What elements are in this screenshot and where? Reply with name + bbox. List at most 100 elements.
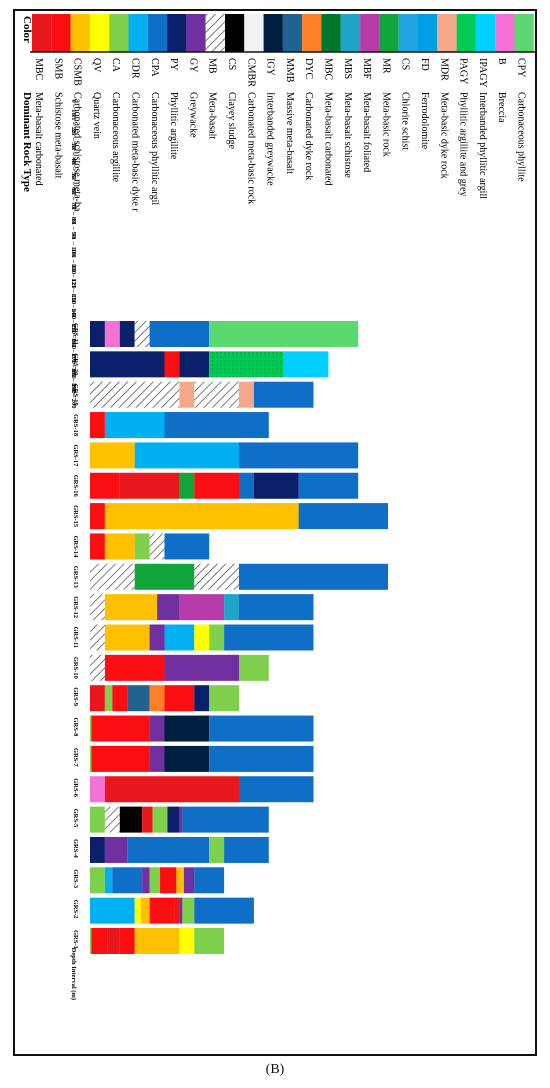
legend-code: IPAGY [477, 58, 488, 88]
bar-segment-py [253, 472, 299, 499]
bar-segment-csmb [134, 928, 180, 954]
legend-name: Meta-basic dyke rock [438, 92, 449, 179]
bar-segment-cpa [298, 472, 359, 499]
bar-segment-cpa [164, 412, 269, 439]
bar-segment-pagy [209, 351, 284, 378]
x-axis-label: Depth Interval (m) [70, 948, 77, 1000]
bar-segment-mdr [179, 381, 195, 408]
legend-code: CPA [149, 58, 160, 77]
bar-segment-py [119, 321, 135, 347]
bar-segment-mbc [174, 897, 180, 924]
legend-code: GY [187, 58, 198, 72]
depth-tick-label: 11 – 20 [70, 114, 77, 133]
bar-segment-mb [104, 806, 120, 833]
bar-segment-cpa [149, 321, 210, 347]
borehole-label: GRS-6 [72, 778, 79, 798]
legend-swatch [205, 14, 225, 52]
legend-code: CMBR [245, 58, 256, 87]
bar-segment-mb [194, 381, 239, 408]
bar-segment-qv [179, 928, 195, 954]
bar-segment-gy [149, 715, 165, 742]
bar-segment-mb [134, 321, 150, 347]
bar-segment-ca [90, 715, 92, 742]
bar-segment-igy [164, 745, 210, 772]
legend-code: CPY [516, 58, 527, 77]
legend-name: Meta-basic rock [380, 92, 391, 157]
bar-segment-cpa [127, 836, 210, 863]
legend-swatch [109, 14, 129, 52]
bar-segment-mr [134, 563, 195, 590]
bar-segment-mb [90, 381, 180, 408]
bar-segment-csmb [104, 594, 158, 621]
legend-code: MR [380, 58, 391, 74]
legend-name: Carbonaceous phyllite [516, 92, 527, 182]
borehole-label: GRS-12 [72, 596, 79, 618]
bar-segment-csmb [104, 624, 150, 651]
legend-name: Phyllitic argillite [168, 92, 179, 160]
legend-swatch [263, 14, 283, 52]
depth-tick-label: 121 – 130 [70, 278, 77, 304]
legend-header-type: Dominant Rock Type [21, 92, 33, 192]
bar-segment-ca [104, 685, 113, 712]
legend-code: CSMB [72, 58, 83, 86]
bar-segment-cpa [239, 442, 359, 469]
legend-name: Clayey sludge [226, 92, 237, 149]
legend-name: Meta-basalt schistose [342, 92, 353, 178]
bar-segment-gy [164, 654, 239, 681]
bar-segment-py [194, 685, 210, 712]
legend-swatch [495, 14, 515, 52]
bar-segment-smb [90, 472, 120, 499]
legend-code: MBC [33, 58, 44, 81]
bar-segment-cpa [209, 715, 314, 742]
legend-code: MDR [438, 58, 449, 81]
borehole-label: GRS-15 [72, 505, 79, 528]
bar-segment-cpa [224, 836, 269, 863]
depth-tick-label: 181 – 190 [70, 368, 77, 394]
bar-segment-smb [90, 533, 105, 560]
depth-tick-label: 101 – 110 [70, 248, 77, 274]
legend-name: Chlorite schist [400, 92, 411, 150]
bar-segment-smb [160, 867, 177, 894]
bar-segment-ca [194, 928, 225, 954]
legend-swatch [475, 14, 496, 52]
bar-segment-smb [149, 897, 175, 924]
bar-segment-gy [179, 806, 183, 833]
bar-segment-ca [90, 745, 92, 772]
borehole-label: GRS-14 [72, 535, 79, 558]
depth-tick-label: 61 – 70 [70, 189, 77, 209]
bar-segment-smb [112, 685, 128, 712]
legend-name: Carbonated schistose meta-ba [72, 92, 83, 212]
bar-segment-mmb [127, 685, 150, 712]
borehole-label: GRS-10 [72, 657, 79, 679]
figure-caption: (B) [265, 1062, 285, 1077]
bar-segment-smb [91, 715, 150, 742]
borehole-label: GRS-5 [72, 809, 79, 829]
bar-segment-mbs [224, 594, 239, 621]
depth-tick-label: 81 – 90 [70, 219, 77, 239]
legend-swatch [456, 14, 476, 52]
bar-segment-dyc [149, 685, 165, 712]
legend-name: Schistose meta-basalt [52, 92, 63, 179]
borehole-label: GRS-18 [72, 414, 79, 437]
bar-segment-csmb [90, 442, 135, 469]
bar-segment-ca [90, 928, 92, 954]
bar-segment-ca [209, 685, 239, 712]
bar-segment-ipagy [283, 351, 329, 378]
borehole-label: GRS-1 [72, 930, 79, 949]
depth-tick-label: 91 – 100 [70, 234, 77, 257]
borehole-label: GRS-19 [72, 384, 79, 407]
bar-segment-py [90, 836, 105, 863]
legend-name: Greywacke [187, 92, 198, 138]
bar-segment-cpa [239, 563, 388, 590]
bar-segment-ca [209, 624, 225, 651]
bar-segment-ca [90, 806, 105, 833]
bar-segment-ca [182, 897, 195, 924]
legend-swatch [418, 14, 438, 52]
legend-swatch [282, 14, 303, 52]
legend-name: Meta-basalt carbonated [33, 92, 44, 186]
depth-tick-label: 131 – 140 [70, 293, 77, 319]
bar-segment-gy [142, 867, 150, 894]
bar-segment-py [90, 321, 105, 347]
bar-segment-py [90, 351, 165, 378]
depth-tick-label: 161 – 170 [70, 338, 77, 364]
